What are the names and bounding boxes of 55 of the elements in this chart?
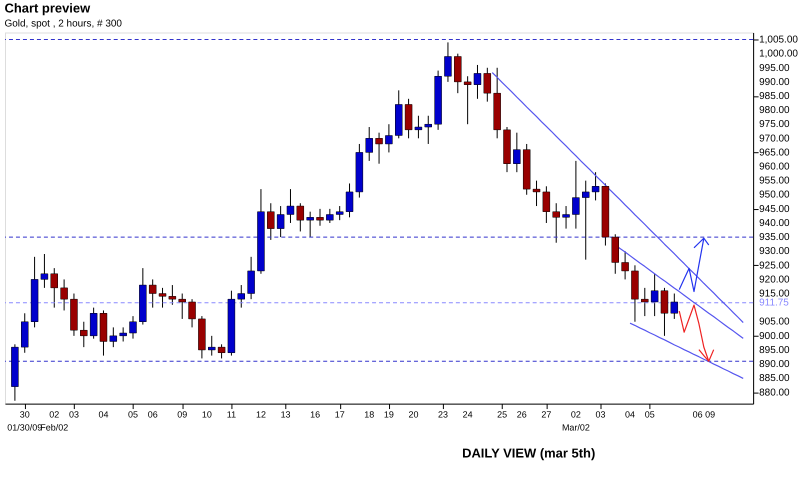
- x-tick-label: 06 09: [692, 410, 716, 420]
- x-tick-label: 24: [462, 410, 473, 420]
- y-tick-label: 925.00: [759, 260, 790, 272]
- x-tick-label: 04: [98, 410, 108, 420]
- y-tick-label: 950.00: [759, 190, 790, 201]
- y-tick-label: 995.00: [759, 62, 790, 74]
- y-tick-label: 920.00: [759, 274, 790, 286]
- y-tick-label: 890.00: [759, 359, 790, 370]
- x-tick-label: 05: [128, 410, 138, 420]
- x-tick-label: 04: [625, 410, 636, 420]
- y-tick-label: 1,000.00: [759, 48, 798, 60]
- y-tick-label: 945.00: [759, 204, 790, 215]
- y-tick-label: 1,005.00: [759, 34, 798, 46]
- x-tick-label: 16: [310, 410, 320, 420]
- x-tick-label: 03: [596, 410, 606, 420]
- y-tick-label: 880.00: [759, 387, 790, 398]
- x-tick-label: 27: [541, 410, 552, 420]
- x-tick-label: 11: [226, 410, 236, 420]
- x-tick-label: 13: [280, 410, 291, 420]
- x-tick-label: 02 Mar/02: [562, 410, 590, 433]
- x-tick-label: 18: [364, 410, 374, 420]
- x-tick-label: 10: [202, 410, 212, 420]
- y-tick-label: 885.00: [759, 373, 790, 384]
- y-tick-label: 960.00: [759, 162, 790, 173]
- y-tick-label: 965.00: [759, 147, 790, 158]
- x-tick-label: 02 Feb/02: [40, 410, 68, 433]
- y-tick-label: 915.00: [759, 288, 790, 300]
- x-tick-label: 20: [408, 410, 418, 420]
- x-tick-label: 26: [516, 410, 527, 420]
- y-tick-label: 930.00: [759, 246, 790, 258]
- x-tick-label: 09: [177, 410, 188, 420]
- y-tick-label: 900.00: [759, 330, 790, 342]
- y-tick-label: 980.00: [759, 105, 790, 116]
- x-tick-label: 19: [384, 410, 394, 420]
- y-tick-label: 905.00: [759, 316, 790, 328]
- y-tick-label: 990.00: [759, 76, 790, 88]
- text: DAILY VIEW (mar 5th): [462, 445, 596, 460]
- x-tick-label: 23: [438, 410, 448, 420]
- y-tick-label: 940.00: [759, 218, 790, 229]
- x-tick-label: 12: [256, 410, 266, 420]
- x-tick-label: 30 01/30/09: [7, 410, 42, 433]
- y-tick-label: 955.00: [759, 176, 790, 187]
- y-tick-label: 935.00: [759, 232, 790, 244]
- y-tick-label: 895.00: [759, 344, 790, 356]
- x-tick-label: 05: [644, 410, 655, 420]
- y-tick-label: 975.00: [759, 119, 790, 130]
- x-tick-label: 03: [68, 410, 79, 420]
- x-tick-label: 06: [148, 410, 158, 420]
- chart-subtitle: Gold, spot , 2 hours, # 300: [4, 18, 122, 30]
- y-tick-label: 985.00: [759, 90, 790, 102]
- x-tick-label: 17: [334, 410, 345, 420]
- x-tick-label: 25: [497, 410, 508, 420]
- chart-title: Chart preview: [4, 0, 92, 16]
- ref-line-label: 911.75: [759, 298, 790, 309]
- y-tick-label: 970.00: [759, 133, 790, 144]
